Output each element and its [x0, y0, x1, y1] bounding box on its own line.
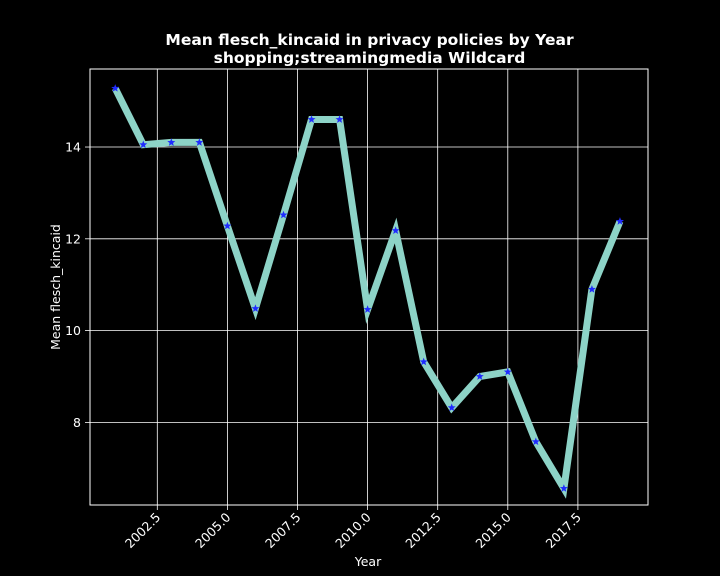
data-point-marker — [139, 140, 148, 149]
data-point-marker — [559, 484, 568, 492]
y-axis-label: Mean flesch_kincaid — [48, 224, 63, 350]
y-tick-label: 8 — [73, 415, 81, 430]
plot-frame — [89, 68, 649, 506]
data-point-marker — [419, 357, 428, 366]
data-point-marker — [251, 304, 260, 312]
data-point-marker — [279, 210, 288, 219]
series — [111, 84, 624, 499]
data-point-marker — [531, 437, 540, 446]
chart-title: Mean flesch_kincaid in privacy policies … — [165, 31, 574, 49]
data-point-marker — [167, 138, 176, 146]
data-point-marker — [391, 226, 400, 234]
y-tick-label: 12 — [65, 231, 81, 246]
grid — [90, 69, 648, 505]
chart-subtitle: shopping;streamingmedia Wildcard — [214, 49, 526, 67]
x-axis-label: Year — [354, 554, 382, 569]
data-point-marker — [503, 367, 512, 376]
data-point-marker — [587, 285, 596, 293]
data-point-marker — [111, 84, 120, 92]
y-tick-label: 14 — [65, 140, 81, 155]
data-point-marker — [307, 115, 316, 123]
data-point-marker — [475, 372, 484, 380]
y-tick-label: 10 — [65, 323, 81, 338]
data-point-marker — [363, 305, 372, 313]
data-point-marker — [447, 403, 456, 412]
data-point-marker — [335, 115, 344, 123]
data-point-marker — [223, 221, 232, 230]
data-point-marker — [195, 138, 204, 146]
data-point-marker — [615, 217, 624, 225]
